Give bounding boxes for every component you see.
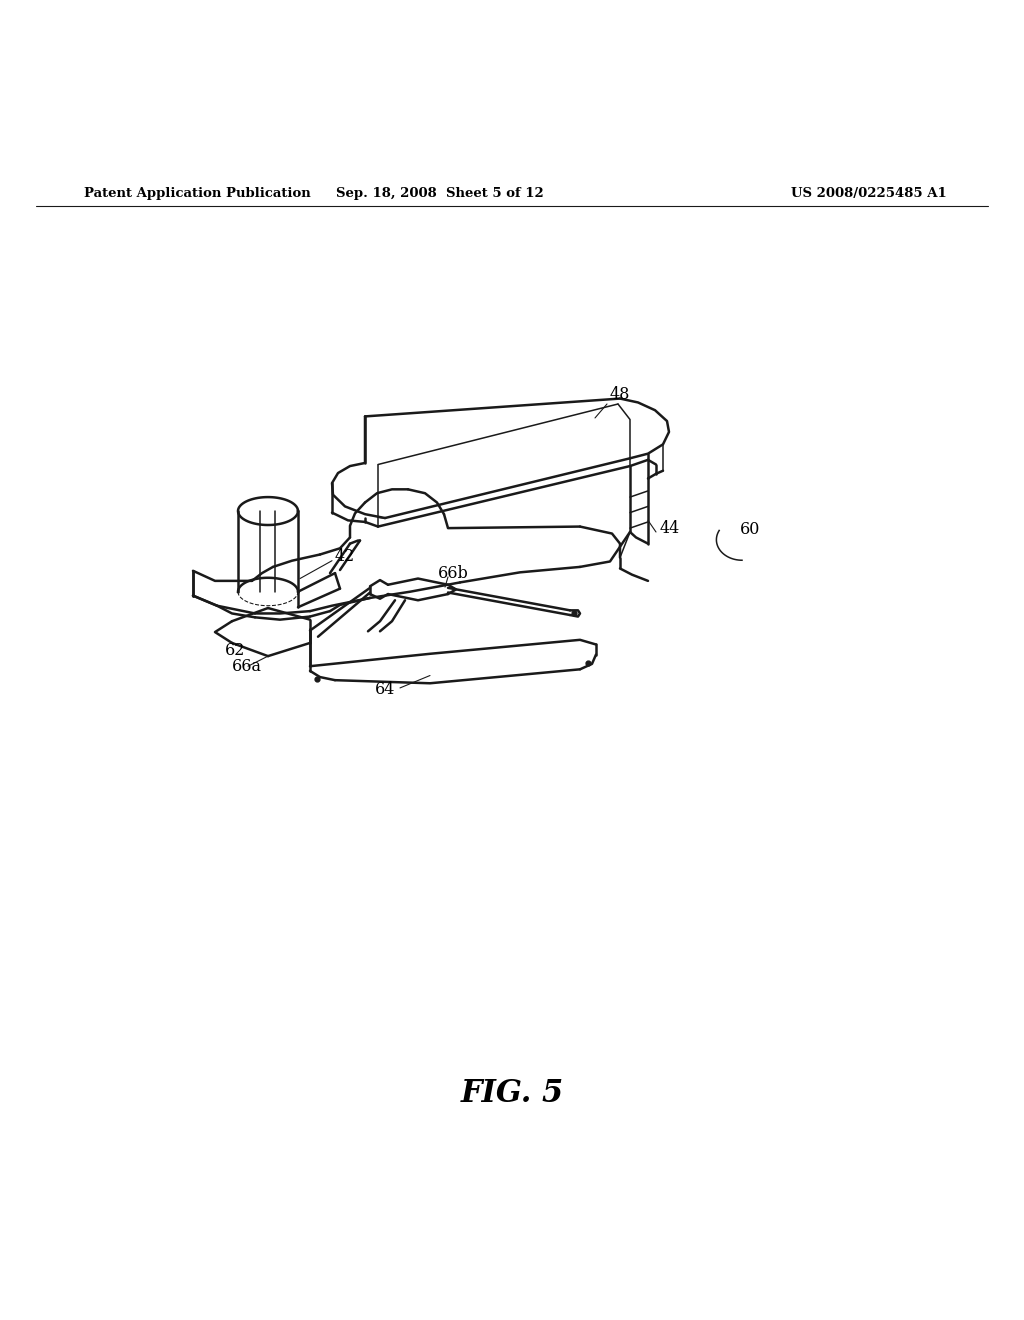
Text: FIG. 5: FIG. 5: [461, 1077, 563, 1109]
Text: Sep. 18, 2008  Sheet 5 of 12: Sep. 18, 2008 Sheet 5 of 12: [337, 187, 544, 201]
Text: 60: 60: [740, 521, 761, 539]
Text: 42: 42: [335, 548, 355, 565]
Text: 48: 48: [610, 387, 631, 403]
Text: Patent Application Publication: Patent Application Publication: [84, 187, 310, 201]
Text: 44: 44: [660, 520, 680, 537]
Text: US 2008/0225485 A1: US 2008/0225485 A1: [791, 187, 946, 201]
Text: 66a: 66a: [232, 657, 262, 675]
Text: 62: 62: [225, 643, 246, 659]
Text: 66b: 66b: [438, 565, 469, 582]
Text: 64: 64: [375, 681, 395, 698]
